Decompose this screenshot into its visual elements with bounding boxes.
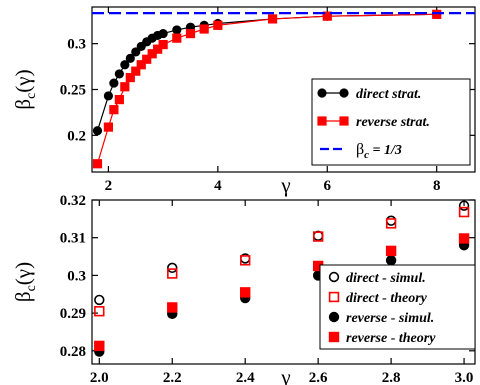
data-point-reverse-theory xyxy=(458,233,470,244)
data-point-direct xyxy=(109,78,119,88)
data-point-reverse xyxy=(136,60,146,70)
top-panel: 2 4 6 8 0.2 0.25 0.3 βc(γ) γ direct strat. reverse… xyxy=(11,6,476,197)
data-point-reverse xyxy=(322,11,332,21)
y-tick-label: 0.3 xyxy=(67,37,86,53)
data-point-reverse xyxy=(114,94,124,105)
legend-marker xyxy=(317,88,327,98)
data-point-direct-theory xyxy=(94,306,105,317)
legend: direct strat. reverse strat. βc = 1/3 xyxy=(311,78,471,166)
y-tick-label: 0.3 xyxy=(67,268,86,284)
legend-label: direct strat. xyxy=(356,87,421,102)
data-point-reverse xyxy=(147,49,157,59)
data-point-reverse xyxy=(158,39,168,50)
data-point-reverse xyxy=(267,14,278,24)
data-point-direct-simul xyxy=(458,200,470,211)
data-point-reverse-theory xyxy=(94,340,105,352)
data-point-direct-theory xyxy=(312,231,324,242)
legend-label: direct - simul. xyxy=(346,271,426,286)
data-point-reverse xyxy=(131,66,141,76)
legend-label: reverse strat. xyxy=(356,115,430,130)
legend-marker xyxy=(328,311,340,323)
data-point-direct xyxy=(125,53,135,63)
legend-label: direct - theory xyxy=(346,291,428,306)
data-point-reverse xyxy=(125,72,135,83)
data-point-reverse xyxy=(142,54,152,64)
data-point-direct xyxy=(92,126,103,136)
x-axis-label: γ xyxy=(280,365,290,385)
legend-box xyxy=(319,264,476,350)
data-point-reverse-theory xyxy=(312,260,324,272)
data-point-reverse-theory xyxy=(167,302,178,313)
legend-marker xyxy=(339,116,349,126)
y-tick-label: 0.32 xyxy=(60,193,86,209)
data-point-reverse xyxy=(92,159,103,169)
data-point-reverse xyxy=(172,33,182,43)
data-point-direct-theory xyxy=(385,218,397,229)
series-reverse xyxy=(92,9,442,169)
x-tick-label: 8 xyxy=(433,178,441,194)
legend-label: βc = 1/3 xyxy=(356,141,402,161)
data-point-direct xyxy=(172,25,182,35)
data-point-direct xyxy=(120,60,130,70)
legend-marker xyxy=(317,116,327,126)
data-point-reverse-theory xyxy=(385,245,397,257)
legend-marker xyxy=(328,271,340,283)
data-point-direct xyxy=(114,69,124,79)
data-point-reverse xyxy=(153,44,163,54)
legend: direct - simul. direct - theory reverse - … xyxy=(319,264,476,350)
x-axis-label: γ xyxy=(280,173,290,197)
y-tick-label: 0.28 xyxy=(60,344,86,360)
data-point-reverse xyxy=(185,28,196,39)
y-tick-label: 0.25 xyxy=(60,83,86,99)
y-tick-label: 0.29 xyxy=(60,306,86,322)
data-point-direct xyxy=(103,91,114,101)
y-axis-label: βc(γ) xyxy=(11,262,39,302)
x-tick-label: 2.4 xyxy=(236,370,255,385)
data-point-reverse xyxy=(199,24,209,34)
legend-marker xyxy=(328,331,340,343)
x-tick-label: 2.0 xyxy=(90,370,109,385)
data-point-direct-theory xyxy=(167,268,178,279)
data-point-reverse-theory xyxy=(240,287,251,298)
legend-marker xyxy=(328,291,340,303)
y-axis-label: βc(γ) xyxy=(11,69,39,109)
data-point-direct-simul xyxy=(167,262,178,274)
legend-label: reverse - theory xyxy=(346,331,436,346)
data-point-direct-simul xyxy=(94,294,105,306)
x-tick-label: 2.2 xyxy=(163,370,182,385)
bottom-panel: 2.0 2.2 2.4 2.6 2.8 3.0 0.28 0.29 0.3 0.31 0.32 βc(… xyxy=(11,193,476,385)
data-point-direct xyxy=(158,28,168,39)
legend-label: reverse - simul. xyxy=(346,311,434,326)
data-point-reverse xyxy=(213,20,223,30)
data-point-reverse xyxy=(432,9,442,19)
data-point-direct-theory xyxy=(240,255,251,266)
data-point-direct-simul xyxy=(385,215,397,226)
x-tick-label: 6 xyxy=(324,178,332,194)
x-tick-label: 4 xyxy=(214,178,222,194)
x-tick-label: 2.6 xyxy=(309,370,328,385)
data-point-reverse-simul xyxy=(385,255,397,266)
y-tick-label: 0.2 xyxy=(67,128,86,144)
series-direct-theory xyxy=(94,206,470,317)
series-reverse-theory xyxy=(94,233,470,352)
data-point-reverse xyxy=(103,122,114,132)
data-point-reverse xyxy=(109,105,119,115)
legend-marker xyxy=(339,88,349,98)
y-tick-label: 0.31 xyxy=(60,231,86,247)
x-tick-label: 2 xyxy=(105,178,113,194)
data-point-direct-theory xyxy=(458,206,470,218)
x-tick-label: 3.0 xyxy=(455,370,474,385)
x-tick-label: 2.8 xyxy=(382,370,401,385)
data-point-reverse xyxy=(120,82,130,92)
